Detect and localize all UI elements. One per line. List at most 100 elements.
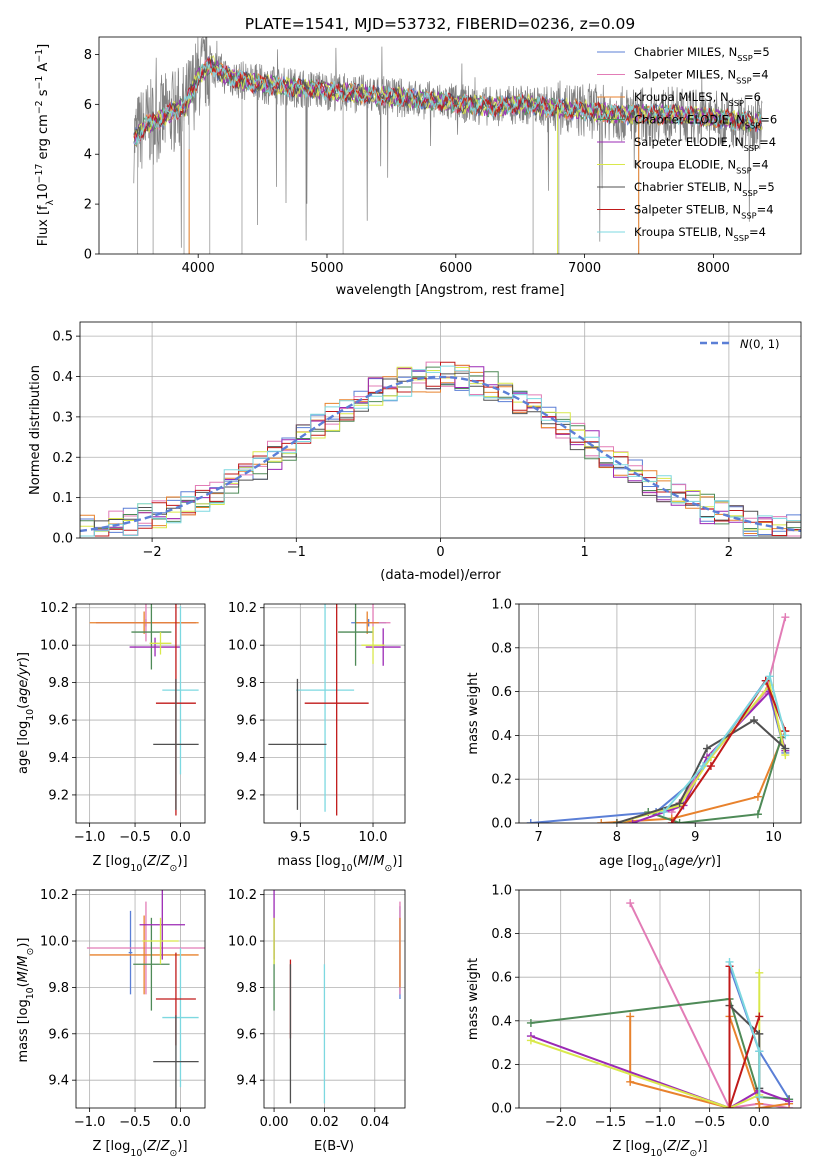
x-axis-label-part: ( xyxy=(664,854,669,869)
plus-marker xyxy=(755,1093,764,1102)
x-axis-label-part: ⊙ xyxy=(170,863,178,874)
legend-label-part: Salpeter STELIB, N xyxy=(634,203,741,217)
x-axis-label: (data-model)/error xyxy=(380,568,501,583)
y-tick-label: 0.5 xyxy=(52,330,73,345)
plus-marker xyxy=(526,1018,535,1027)
axes-frame xyxy=(75,603,206,824)
legend-label: N(0, 1) xyxy=(740,337,780,351)
y-axis-label-part: −17 xyxy=(34,164,45,184)
x-tick-label: −2 xyxy=(143,545,162,560)
legend-label: Salpeter ELODIE, NSSP=4 xyxy=(634,135,776,153)
legend-label-part: SSP xyxy=(736,166,751,176)
y-axis-label-part: ( xyxy=(16,982,31,987)
legend-label-part: =4 xyxy=(757,203,774,217)
legend-label: Kroupa STELIB, NSSP=4 xyxy=(634,225,766,243)
x-axis-label-part: Z [log xyxy=(612,1139,650,1154)
x-axis-label-part: 10 xyxy=(130,1148,142,1159)
legend-label-part: =6 xyxy=(760,113,777,127)
x-tick-label: 5000 xyxy=(310,261,343,276)
x-tick-label: 4000 xyxy=(182,261,215,276)
legend: N(0, 1) xyxy=(700,337,780,351)
legend-label: Kroupa ELODIE, NSSP=4 xyxy=(634,158,769,176)
legend-label-part: SSP xyxy=(742,188,757,198)
mass-weight-line xyxy=(670,678,787,823)
y-axis-label-part: M xyxy=(16,971,31,982)
y-tick-label: 0.4 xyxy=(491,729,512,744)
x-axis-label-part: ( xyxy=(353,854,358,869)
y-axis-label-part: −2 xyxy=(34,100,45,114)
x-tick-label: 9 xyxy=(691,830,699,845)
y-tick-label: 9.4 xyxy=(48,1074,69,1089)
x-tick-label: −0.5 xyxy=(119,830,151,845)
y-axis-label-part: −1 xyxy=(34,49,45,63)
plus-marker xyxy=(526,819,535,823)
x-axis-label-part: )] xyxy=(697,1139,707,1154)
x-axis-label: Z [log10(Z/Z⊙)] xyxy=(92,854,187,874)
axes-frame xyxy=(79,321,802,539)
x-tick-label: 0.02 xyxy=(310,1115,339,1130)
y-tick-label: 1.0 xyxy=(491,598,512,613)
x-axis-label-part: )] xyxy=(711,854,721,869)
y-tick-label: 0.6 xyxy=(491,971,512,986)
plus-marker xyxy=(765,672,774,681)
axes-frame xyxy=(263,889,406,1109)
y-axis-label: Normed distribution xyxy=(28,365,43,495)
y-tick-label: 0.8 xyxy=(491,641,512,656)
y-tick-label: 9.8 xyxy=(236,981,257,996)
x-axis-label-part: )] xyxy=(177,1139,187,1154)
x-axis-label-part: Z xyxy=(666,1139,677,1154)
plus-marker xyxy=(675,799,684,808)
y-tick-label: 10.2 xyxy=(40,888,69,903)
x-axis-label-part: M xyxy=(373,854,384,869)
plus-marker xyxy=(785,1097,794,1106)
legend-label: Kroupa MILES, NSSP=6 xyxy=(634,90,761,108)
plus-marker xyxy=(781,744,790,753)
mass-weight-line xyxy=(530,997,790,1101)
x-tick-label: 1 xyxy=(581,545,589,560)
y-tick-label: 0.2 xyxy=(491,773,512,788)
x-axis-label-part: 10 xyxy=(652,863,664,874)
x-axis-label-part: / xyxy=(676,1139,681,1154)
y-axis-label-part: λ xyxy=(45,199,56,205)
legend-label: Salpeter MILES, NSSP=4 xyxy=(634,68,769,86)
x-tick-label: −2.0 xyxy=(545,1115,577,1130)
mass-weight-line xyxy=(647,737,783,823)
legend-label: Chabrier MILES, NSSP=5 xyxy=(634,45,770,63)
y-tick-label: 9.4 xyxy=(48,751,69,766)
y-tick-label: 1.0 xyxy=(491,884,512,899)
y-tick-label: 9.6 xyxy=(236,1027,257,1042)
x-axis-label-part: / xyxy=(369,854,374,869)
y-axis-label-part: M xyxy=(16,956,31,967)
legend-label-part: N xyxy=(740,337,749,351)
x-axis-label-part: ( xyxy=(142,1139,147,1154)
x-tick-label: −1 xyxy=(287,545,306,560)
plus-marker xyxy=(699,762,708,771)
y-tick-label: 6 xyxy=(84,98,92,113)
legend-label-part: Salpeter MILES, N xyxy=(634,68,736,82)
panel-residuals: −2 −1 0 1 2 0.0 0.1 0.2 0.3 0.4 0.5 N(0, 1) (data-mo… xyxy=(28,321,802,583)
y-axis-label-part: 10 xyxy=(25,709,36,721)
plus-marker xyxy=(755,968,764,977)
x-axis-label: wavelength [Angstrom, rest frame] xyxy=(336,283,565,298)
x-axis-label: mass [log10(M/M⊙)] xyxy=(278,854,403,874)
x-axis-label-part: Z xyxy=(160,1139,171,1154)
y-axis-label-part: age [log xyxy=(16,721,31,774)
y-axis-label-part: / xyxy=(16,966,31,971)
x-tick-label: 7 xyxy=(534,830,542,845)
x-axis-label-part: 10 xyxy=(650,1148,662,1159)
x-axis-label-part: 10 xyxy=(130,863,142,874)
plus-marker xyxy=(753,810,762,819)
y-tick-label: 9.8 xyxy=(48,676,69,691)
y-tick-label: 0.2 xyxy=(491,1058,512,1073)
y-axis-label: Flux [fλ10−17 erg cm−2 s−1 A−1] xyxy=(34,44,56,246)
x-axis-label-part: 10 xyxy=(341,863,353,874)
x-tick-label: 0.0 xyxy=(170,830,191,845)
y-axis-label-part: ] xyxy=(36,44,51,49)
plus-marker xyxy=(725,957,734,966)
legend-label-part: =6 xyxy=(744,90,761,104)
legend-label-part: =4 xyxy=(759,135,776,149)
x-axis-label-part: M xyxy=(358,854,369,869)
x-tick-label: 10.0 xyxy=(359,830,388,845)
